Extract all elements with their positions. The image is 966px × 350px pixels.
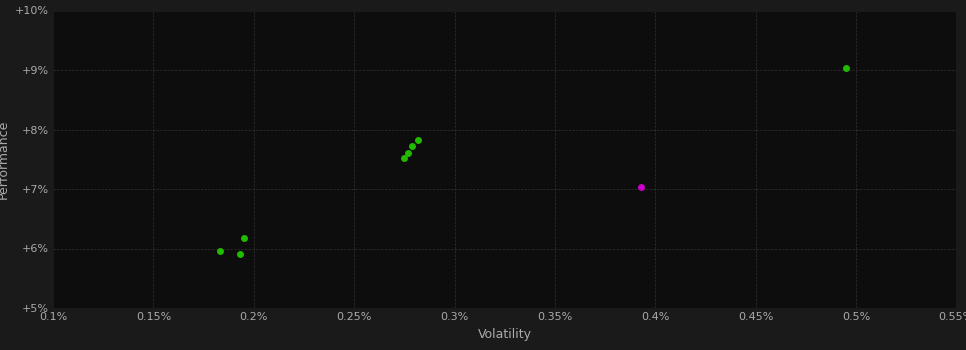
Point [397, 155, 412, 161]
Point [838, 65, 854, 71]
Point [401, 150, 416, 156]
Point [405, 143, 420, 148]
X-axis label: Volatility: Volatility [478, 328, 531, 341]
Point [232, 252, 247, 257]
Point [411, 137, 426, 142]
Point [236, 235, 251, 240]
Point [212, 249, 227, 254]
Y-axis label: Performance: Performance [0, 120, 10, 199]
Point [634, 184, 649, 190]
